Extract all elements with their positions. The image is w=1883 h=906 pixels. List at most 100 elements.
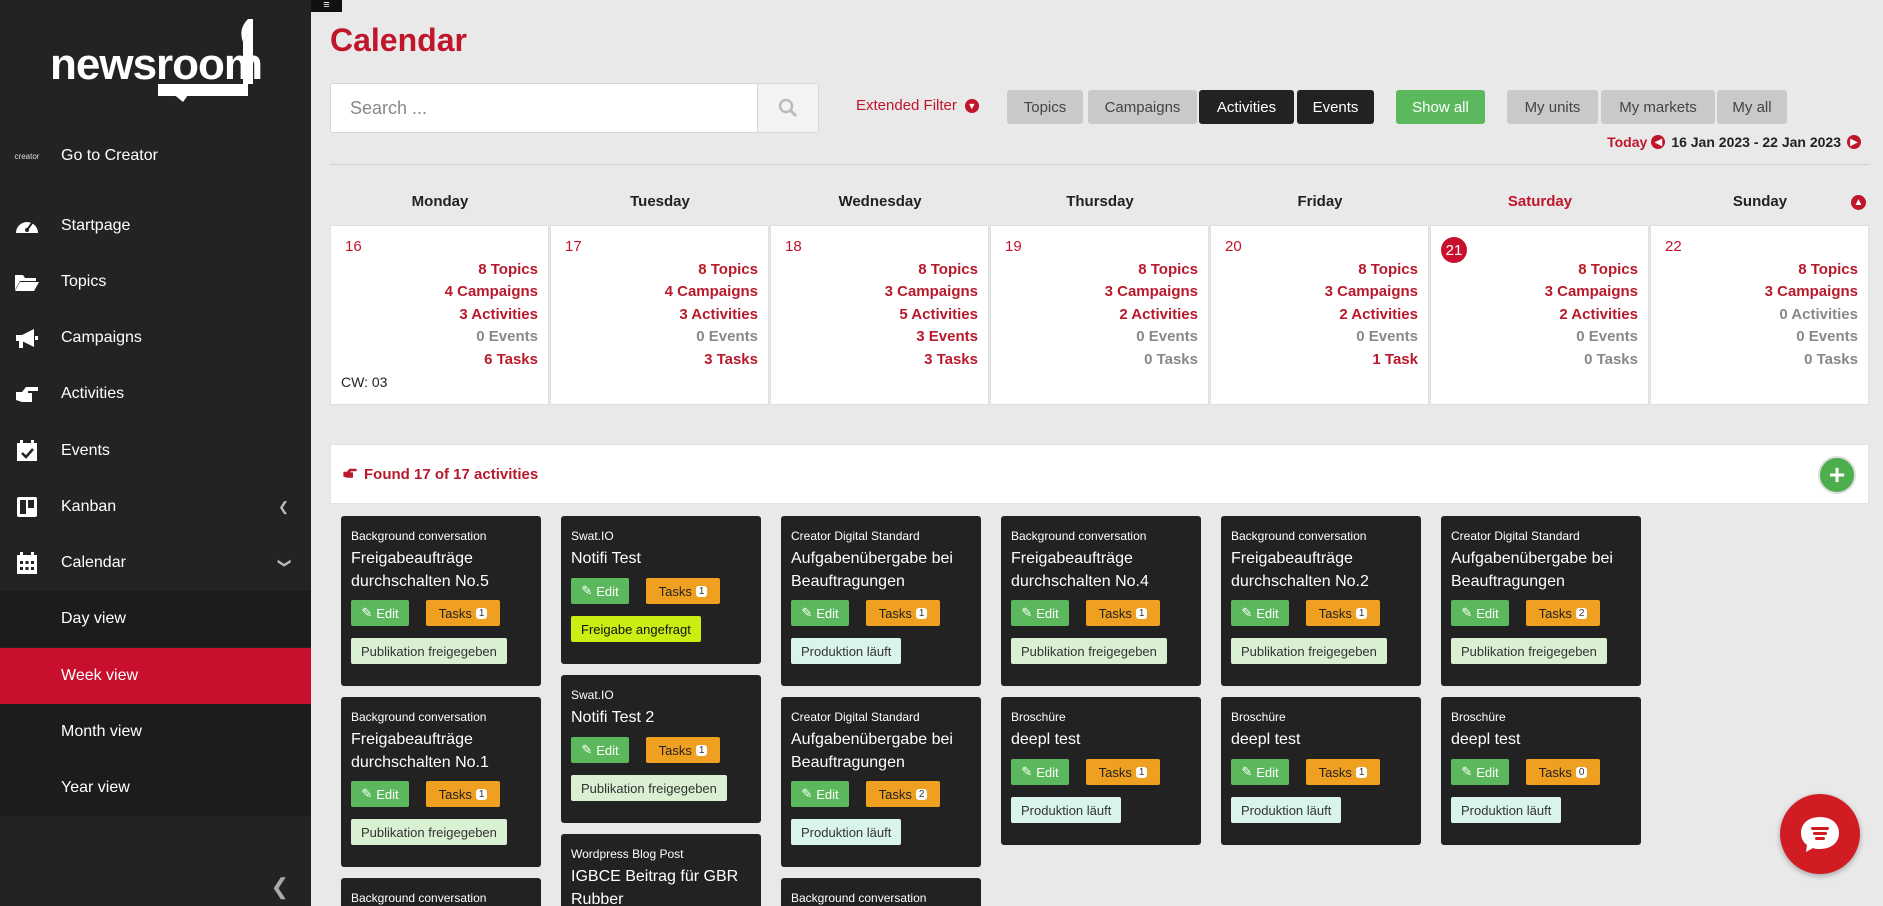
edit-button[interactable]: ✎ Edit xyxy=(791,781,849,807)
sidebar-item-campaigns[interactable]: Campaigns xyxy=(0,310,311,366)
search-input[interactable] xyxy=(331,84,758,132)
day-events-count[interactable]: 0 Events xyxy=(1796,328,1858,345)
tasks-button[interactable]: Tasks 1 xyxy=(1306,759,1380,785)
menu-toggle-icon[interactable]: ≡ xyxy=(311,0,342,12)
activity-card[interactable]: Creator Digital Standard Aufgabenübergab… xyxy=(781,697,981,867)
day-campaigns-count[interactable]: 3 Campaigns xyxy=(1104,283,1198,300)
day-activities-count[interactable]: 2 Activities xyxy=(1339,306,1418,323)
filter-campaigns-button[interactable]: Campaigns xyxy=(1088,90,1197,124)
tasks-button[interactable]: Tasks 1 xyxy=(426,781,500,807)
edit-button[interactable]: ✎ Edit xyxy=(571,578,629,604)
show-all-button[interactable]: Show all xyxy=(1396,90,1485,124)
activity-title[interactable]: Aufgabenübergabe bei Beauftragungen xyxy=(791,731,953,771)
sidebar-item-topics[interactable]: Topics xyxy=(0,254,311,310)
tasks-button[interactable]: Tasks 1 xyxy=(1306,600,1380,626)
collapse-sidebar-icon[interactable]: ❮ xyxy=(270,874,289,899)
day-cell-tuesday[interactable]: 17 8 Topics 4 Campaigns 3 Activities 0 E… xyxy=(550,225,769,405)
filter-activities-button[interactable]: Activities xyxy=(1199,90,1294,124)
day-campaigns-count[interactable]: 3 Campaigns xyxy=(1544,283,1638,300)
day-cell-monday[interactable]: 16 8 Topics 4 Campaigns 3 Activities 0 E… xyxy=(330,225,549,405)
day-events-count[interactable]: 0 Events xyxy=(696,328,758,345)
day-campaigns-count[interactable]: 3 Campaigns xyxy=(1324,283,1418,300)
day-topics-count[interactable]: 8 Topics xyxy=(1138,261,1198,278)
edit-button[interactable]: ✎ Edit xyxy=(351,781,409,807)
day-campaigns-count[interactable]: 4 Campaigns xyxy=(664,283,758,300)
day-tasks-count[interactable]: 1 Task xyxy=(1372,351,1418,368)
edit-button[interactable]: ✎ Edit xyxy=(1451,600,1509,626)
tasks-button[interactable]: Tasks 1 xyxy=(646,578,720,604)
activity-card[interactable]: Background conversation Freigabeaufträge… xyxy=(1221,516,1421,686)
edit-button[interactable]: ✎ Edit xyxy=(351,600,409,626)
activity-card[interactable]: Background conversation Freigabeaufträge… xyxy=(1001,516,1201,686)
edit-button[interactable]: ✎ Edit xyxy=(1011,600,1069,626)
sidebar-item-kanban[interactable]: Kanban ❮ xyxy=(0,479,311,535)
day-topics-count[interactable]: 8 Topics xyxy=(1358,261,1418,278)
add-activity-button[interactable]: + xyxy=(1818,456,1856,494)
day-cell-friday[interactable]: 20 8 Topics 3 Campaigns 2 Activities 0 E… xyxy=(1210,225,1429,405)
filter-my-markets-button[interactable]: My markets xyxy=(1601,90,1715,124)
day-events-count[interactable]: 0 Events xyxy=(1576,328,1638,345)
today-link[interactable]: Today xyxy=(1607,134,1648,150)
day-cell-thursday[interactable]: 19 8 Topics 3 Campaigns 2 Activities 0 E… xyxy=(990,225,1209,405)
day-topics-count[interactable]: 8 Topics xyxy=(1798,261,1858,278)
activity-title[interactable]: deepl test xyxy=(1231,731,1301,748)
day-activities-count[interactable]: 2 Activities xyxy=(1559,306,1638,323)
day-cell-sunday[interactable]: 22 8 Topics 3 Campaigns 0 Activities 0 E… xyxy=(1650,225,1869,405)
next-week-icon[interactable]: ▶ xyxy=(1847,135,1861,149)
edit-button[interactable]: ✎ Edit xyxy=(1011,759,1069,785)
filter-my-units-button[interactable]: My units xyxy=(1507,90,1598,124)
day-events-count[interactable]: 3 Events xyxy=(916,328,978,345)
day-topics-count[interactable]: 8 Topics xyxy=(918,261,978,278)
day-topics-count[interactable]: 8 Topics xyxy=(1578,261,1638,278)
activity-title[interactable]: Notifi Test xyxy=(571,550,641,567)
activity-title[interactable]: deepl test xyxy=(1451,731,1521,748)
activity-card[interactable]: Broschüre deepl test ✎ Edit Tasks 1 Produk… xyxy=(1221,697,1421,845)
tasks-button[interactable]: Tasks 2 xyxy=(1526,600,1600,626)
activity-card[interactable]: Creator Digital Standard Aufgabenübergab… xyxy=(781,516,981,686)
sidebar-subitem-year-view[interactable]: Year view xyxy=(0,760,311,816)
activity-title[interactable]: IGBCE Beitrag für GBR Rubber xyxy=(571,868,739,906)
prev-week-icon[interactable]: ◀ xyxy=(1651,135,1666,149)
day-cell-wednesday[interactable]: 18 8 Topics 3 Campaigns 5 Activities 3 E… xyxy=(770,225,989,405)
edit-button[interactable]: ✎ Edit xyxy=(791,600,849,626)
sidebar-subitem-day-view[interactable]: Day view xyxy=(0,591,311,647)
sidebar-item-go-to-creator[interactable]: creator Go to Creator xyxy=(0,128,311,184)
activity-card[interactable]: Swat.IO Notifi Test 2 ✎ Edit Tasks 1 Publi… xyxy=(561,675,761,823)
search-button[interactable] xyxy=(757,84,818,132)
collapse-week-icon[interactable]: ▲ xyxy=(1851,195,1866,210)
activity-card[interactable]: Creator Digital Standard Aufgabenübergab… xyxy=(1441,516,1641,686)
day-activities-count[interactable]: 2 Activities xyxy=(1119,306,1198,323)
tasks-button[interactable]: Tasks 1 xyxy=(866,600,940,626)
day-tasks-count[interactable]: 3 Tasks xyxy=(924,351,978,368)
day-tasks-count[interactable]: 6 Tasks xyxy=(484,351,538,368)
activity-title[interactable]: Freigabeaufträge durchschalten No.4 xyxy=(1011,550,1149,590)
activity-title[interactable]: Aufgabenübergabe bei Beauftragungen xyxy=(1451,550,1613,590)
tasks-button[interactable]: Tasks 0 xyxy=(1526,759,1600,785)
day-events-count[interactable]: 0 Events xyxy=(1136,328,1198,345)
tasks-button[interactable]: Tasks 1 xyxy=(1086,600,1160,626)
day-topics-count[interactable]: 8 Topics xyxy=(478,261,538,278)
activity-card[interactable]: Background conversation Freigabeaufträge… xyxy=(341,697,541,867)
activity-title[interactable]: Freigabeaufträge durchschalten No.2 xyxy=(1231,550,1369,590)
edit-button[interactable]: ✎ Edit xyxy=(1451,759,1509,785)
filter-events-button[interactable]: Events xyxy=(1297,90,1374,124)
activity-card[interactable]: Background conversation xyxy=(341,878,541,906)
sidebar-item-activities[interactable]: Activities xyxy=(0,366,311,422)
day-tasks-count[interactable]: 0 Tasks xyxy=(1584,351,1638,368)
day-tasks-count[interactable]: 0 Tasks xyxy=(1804,351,1858,368)
newsroom-logo[interactable]: newsroom xyxy=(48,14,263,106)
tasks-button[interactable]: Tasks 1 xyxy=(646,737,720,763)
edit-button[interactable]: ✎ Edit xyxy=(1231,759,1289,785)
activity-card[interactable]: Swat.IO Notifi Test ✎ Edit Tasks 1 Freigab… xyxy=(561,516,761,664)
activity-card[interactable]: Wordpress Blog Post IGBCE Beitrag für GB… xyxy=(561,834,761,906)
activity-card[interactable]: Broschüre deepl test ✎ Edit Tasks 0 Produk… xyxy=(1441,697,1641,845)
day-tasks-count[interactable]: 0 Tasks xyxy=(1144,351,1198,368)
day-events-count[interactable]: 0 Events xyxy=(1356,328,1418,345)
activity-title[interactable]: Freigabeaufträge durchschalten No.1 xyxy=(351,731,489,771)
day-activities-count[interactable]: 0 Activities xyxy=(1779,306,1858,323)
day-tasks-count[interactable]: 3 Tasks xyxy=(704,351,758,368)
filter-topics-button[interactable]: Topics xyxy=(1007,90,1083,124)
day-events-count[interactable]: 0 Events xyxy=(476,328,538,345)
filter-my-all-button[interactable]: My all xyxy=(1717,90,1787,124)
sidebar-item-calendar[interactable]: Calendar ❮ xyxy=(0,535,311,591)
